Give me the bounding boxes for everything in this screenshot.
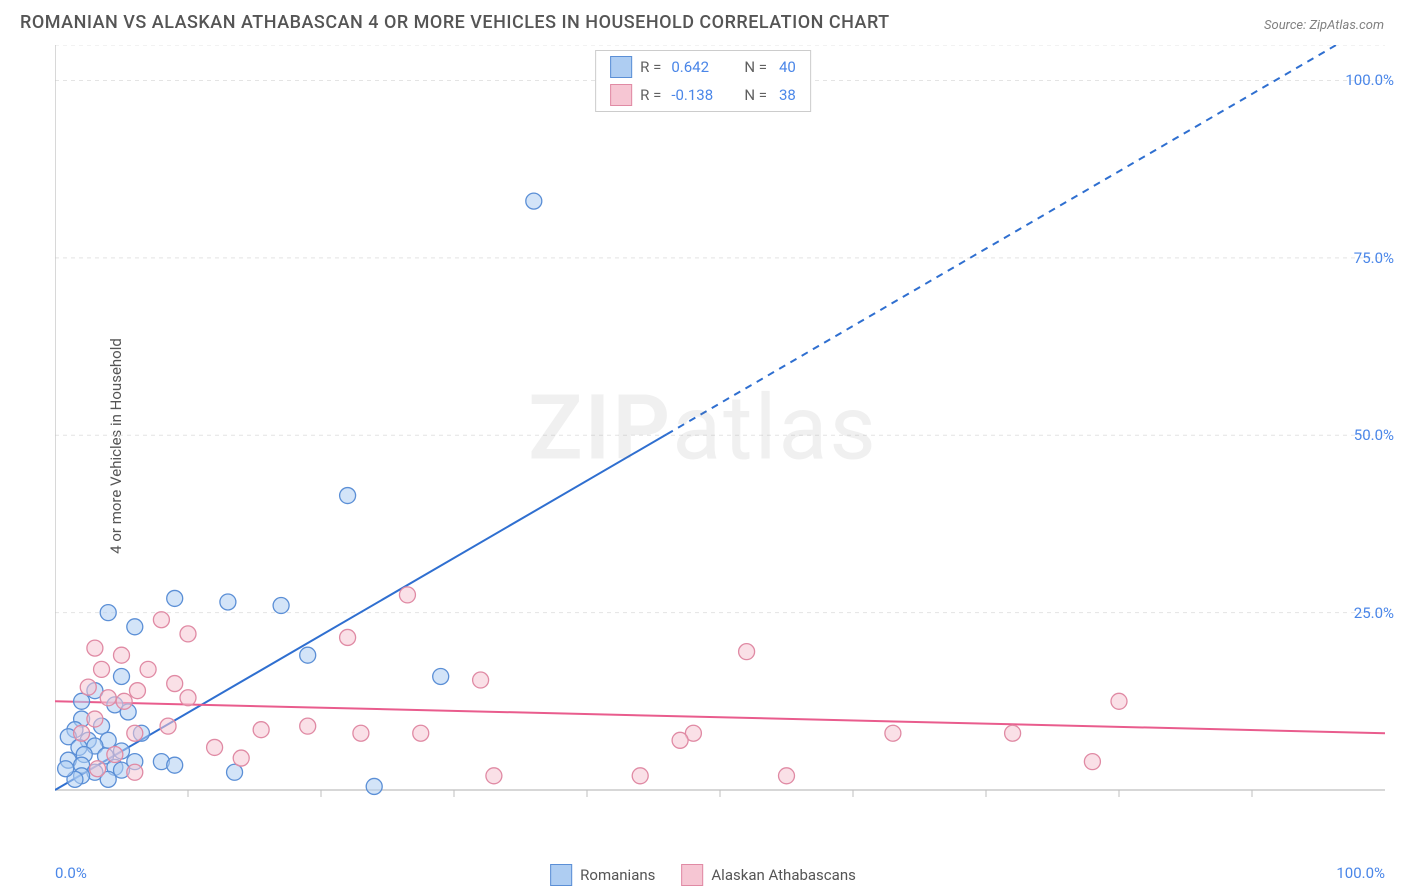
- swatch-icon: [681, 864, 703, 886]
- r-value-romanians: 0.642: [671, 58, 726, 76]
- source-attribution: Source: ZipAtlas.com: [1264, 18, 1384, 33]
- y-tick-label: 25.0%: [1354, 604, 1394, 622]
- chart-plot-area: [55, 45, 1385, 835]
- swatch-icon: [550, 864, 572, 886]
- legend-row-athabascans: R = -0.138 N = 38: [596, 81, 810, 109]
- legend-row-romanians: R = 0.642 N = 40: [596, 53, 810, 81]
- n-value-athabascans: 38: [779, 86, 796, 104]
- n-label: N =: [744, 86, 767, 104]
- series-legend: Romanians Alaskan Athabascans: [550, 864, 856, 886]
- swatch-athabascans: [610, 84, 632, 106]
- r-value-athabascans: -0.138: [671, 86, 726, 104]
- source-link[interactable]: ZipAtlas.com: [1309, 18, 1384, 33]
- x-max-label: 100.0%: [1336, 864, 1385, 882]
- n-label: N =: [744, 58, 767, 76]
- r-label: R =: [640, 58, 661, 76]
- legend-item-athabascans: Alaskan Athabascans: [681, 864, 855, 886]
- legend-label-athabascans: Alaskan Athabascans: [711, 866, 855, 884]
- x-origin-label: 0.0%: [55, 864, 87, 882]
- legend-label-romanians: Romanians: [580, 866, 655, 884]
- swatch-romanians: [610, 56, 632, 78]
- correlation-legend: R = 0.642 N = 40 R = -0.138 N = 38: [595, 50, 811, 112]
- y-tick-label: 50.0%: [1354, 426, 1394, 444]
- chart-svg: [55, 45, 1385, 835]
- y-tick-label: 75.0%: [1354, 249, 1394, 267]
- n-value-romanians: 40: [779, 58, 796, 76]
- chart-title: ROMANIAN VS ALASKAN ATHABASCAN 4 OR MORE…: [20, 12, 890, 33]
- r-label: R =: [640, 86, 661, 104]
- source-prefix: Source:: [1264, 18, 1309, 33]
- legend-item-romanians: Romanians: [550, 864, 655, 886]
- y-tick-label: 100.0%: [1345, 71, 1394, 89]
